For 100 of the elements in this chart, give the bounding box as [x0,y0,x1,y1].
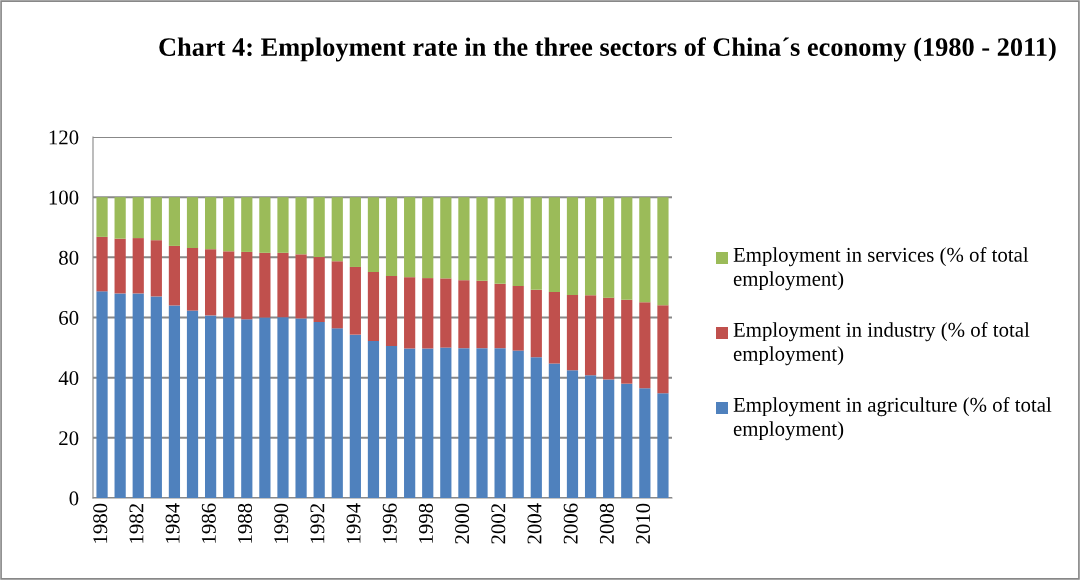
x-tick-label: 1996 [382,503,397,543]
bar [277,252,289,318]
bar [639,302,651,389]
bar [404,277,416,349]
y-tick-label: 100 [49,190,79,205]
bar [548,363,560,498]
bar [313,257,325,323]
bar [132,293,144,498]
bar [331,197,343,262]
bar [530,197,542,290]
bar [241,319,253,498]
bar [603,297,615,380]
bar [114,238,126,294]
bar [584,197,597,296]
bar [458,280,470,349]
x-tick-label: 1988 [237,503,253,543]
y-tick-label: 40 [58,371,79,386]
bar [422,197,434,279]
bar [440,347,452,498]
bar [367,272,380,341]
bar [168,197,181,246]
bar [639,388,651,498]
y-tick-label: 20 [59,431,79,446]
x-tick-label: 1980 [93,503,108,543]
bar [241,251,253,320]
bar [603,197,615,298]
bar [241,197,253,252]
bar [621,299,633,384]
y-tick-label: 120 [49,130,79,145]
bar [458,197,470,281]
bar [367,340,380,498]
bar [512,350,524,498]
bar [223,197,235,252]
x-tick-label: 1982 [129,504,144,543]
bar [132,197,144,239]
bar [295,197,307,255]
bar [223,317,235,498]
bar [132,238,144,294]
bar [584,375,597,498]
bar [277,197,289,253]
bar [458,348,470,498]
bar [186,197,199,249]
bar [476,197,488,281]
bar [367,197,380,273]
bar [476,348,488,498]
bar [150,197,162,241]
bar [566,370,579,498]
bar [584,295,597,376]
bar [639,197,651,303]
bar [150,296,162,498]
legend-label: Employment in services (% of total employment) [733,247,1029,291]
bar [331,261,343,329]
bar [259,197,271,253]
bar [186,310,199,498]
chart-title: Chart 4: Employment rate in the three sectors of China´s economy (1980 - 2011) [159,37,1056,62]
bar [404,348,416,498]
bar [313,197,325,258]
x-tick-label: 1994 [346,503,361,543]
bar [349,197,361,267]
bar [168,245,181,306]
x-tick-label: 1998 [418,503,433,543]
bar [548,291,560,364]
bar [530,357,542,498]
bar [168,305,181,498]
bar [440,278,452,348]
bar [621,197,633,300]
x-tick-label: 2004 [527,503,542,544]
bar [223,251,235,318]
bar [114,197,126,239]
bar [295,254,307,319]
bar [349,334,361,498]
x-tick-label: 2002 [491,504,506,544]
y-tick-label: 0 [69,491,79,506]
bar [530,289,542,358]
bar [657,305,669,394]
bar [259,317,271,498]
bar [603,379,615,498]
legend-label: Employment in industry (% of total employment) [733,322,1030,366]
bar [621,383,633,498]
bar [150,240,162,297]
bar [186,248,199,311]
x-tick-label: 1984 [165,503,180,543]
bar [96,236,108,292]
bar [476,280,488,349]
bar [205,197,217,250]
y-tick-label: 60 [59,310,79,325]
bar [313,322,325,498]
bar [114,293,126,498]
bar [566,197,579,295]
bar [349,266,361,335]
bar [494,197,506,284]
x-tick-label: 2008 [599,503,614,544]
bar [657,197,669,306]
bar [494,348,506,498]
bar [548,197,560,292]
bar [440,197,452,279]
bar [96,197,108,237]
x-tick-label: 2010 [636,503,651,544]
bar [422,278,434,349]
bar [512,285,524,351]
